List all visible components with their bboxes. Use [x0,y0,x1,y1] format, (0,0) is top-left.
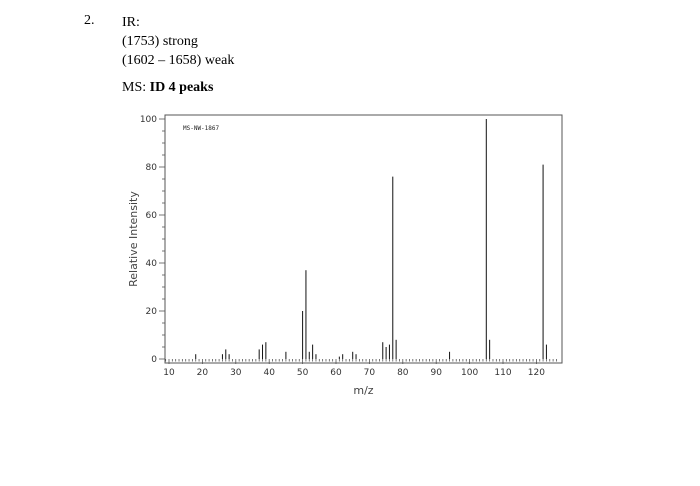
x-tick-label: 110 [494,368,511,378]
x-tick-label: 30 [230,368,242,378]
x-tick-label: 40 [263,368,275,378]
ir-heading: IR: [122,15,140,30]
y-tick-label: 0 [151,355,157,365]
x-tick-label: 100 [461,368,478,378]
ir-data-block: IR: (1753) strong (1602 – 1658) weak [122,13,234,70]
ms-instruction: ID 4 peaks [149,80,214,95]
y-tick-label: 100 [140,115,157,125]
x-tick-label: 120 [528,368,545,378]
x-tick-label: 80 [397,368,409,378]
y-axis-title: Relative Intensity [127,191,140,287]
ms-prefix: MS: [122,80,150,95]
ir-line-2: (1602 – 1658) weak [122,53,235,68]
y-tick-label: 60 [146,211,158,221]
plot-border [164,114,563,364]
x-tick-label: 90 [430,368,442,378]
y-tick-label: 40 [146,259,158,269]
plot-frame [164,114,563,364]
peak-bars [195,119,547,359]
spectrum-id-label: MS-NW-1867 [183,125,220,132]
y-tick-label: 20 [146,307,158,317]
x-tick-label: 60 [330,368,342,378]
x-axis-title: m/z [353,384,373,397]
question-number: 2. [84,13,95,28]
x-tick-label: 20 [197,368,209,378]
x-tick-label: 10 [163,368,175,378]
y-tick-label: 80 [146,163,158,173]
axis-ticks: 10 20 30 40 50 60 70 80 90 100 110 120 0 20 40 60 80 100 [140,115,557,378]
ir-line-1: (1753) strong [122,34,198,49]
ms-line: MS: ID 4 peaks [122,80,213,96]
x-tick-label: 70 [364,368,376,378]
x-tick-label: 50 [297,368,309,378]
